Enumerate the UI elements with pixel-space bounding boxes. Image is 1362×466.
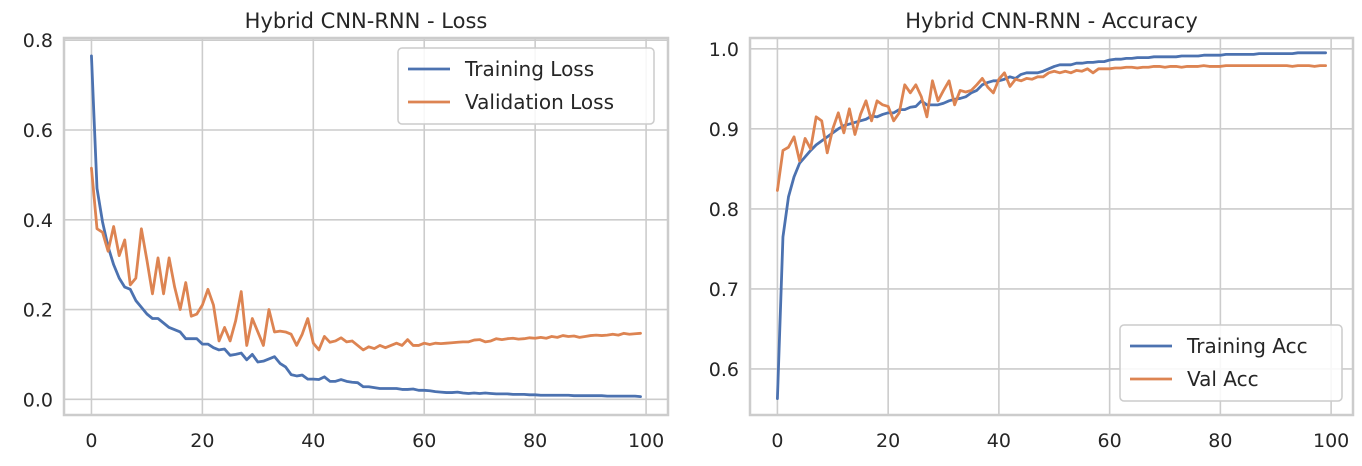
legend: Training Acc Val Acc [1119, 324, 1343, 402]
y-tick-label: 0.9 [709, 119, 739, 141]
legend-label: Training Acc [1186, 334, 1308, 358]
series-line-training-acc [776, 51, 1327, 400]
legend-label: Validation Loss [465, 90, 614, 114]
x-tick-label: 80 [523, 430, 547, 452]
legend-box [397, 47, 655, 125]
legend-label: Val Acc [1187, 367, 1259, 391]
x-tick-label: 0 [771, 430, 783, 452]
chart-accuracy: 0 20 40 60 80 100 0.6 0.7 0.8 0.9 1.0 Hybrid CNN-RN… [709, 9, 1355, 452]
chart-loss: 0 20 40 60 80 100 0.0 0.2 0.4 0.6 0.8 Hybrid CNN-RN… [23, 9, 670, 452]
x-tick-label: 100 [1313, 430, 1349, 452]
y-tick-label: 0.0 [23, 389, 53, 411]
y-tick-label: 0.4 [23, 210, 53, 232]
x-tick-label: 40 [987, 430, 1011, 452]
x-tick-label: 40 [301, 430, 325, 452]
y-tick-label: 0.8 [709, 199, 739, 221]
x-tick-label: 60 [412, 430, 436, 452]
y-tick-label: 0.6 [23, 120, 53, 142]
y-tick-label: 0.8 [23, 30, 53, 52]
y-tick-label: 1.0 [709, 39, 739, 61]
chart-title: Hybrid CNN-RNN - Loss [245, 9, 488, 33]
y-tick-label: 0.6 [709, 359, 739, 381]
x-tick-label: 0 [85, 430, 97, 452]
legend-box [1119, 324, 1343, 402]
plot-frame [748, 36, 1355, 417]
x-tick-label: 60 [1098, 430, 1122, 452]
x-tick-label: 20 [190, 430, 214, 452]
y-tick-label: 0.7 [709, 279, 739, 301]
x-tick-label: 20 [876, 430, 900, 452]
legend-label: Training Loss [464, 57, 594, 81]
plot-frame [62, 36, 670, 417]
legend: Training Loss Validation Loss [397, 47, 655, 125]
series-line-validation-loss [90, 166, 642, 352]
y-tick-label: 0.2 [23, 300, 53, 322]
series-line-val-acc [776, 64, 1327, 192]
chart-title: Hybrid CNN-RNN - Accuracy [905, 9, 1198, 33]
x-tick-label: 80 [1208, 430, 1232, 452]
x-tick-label: 100 [628, 430, 664, 452]
series-line-training-loss [90, 54, 642, 399]
